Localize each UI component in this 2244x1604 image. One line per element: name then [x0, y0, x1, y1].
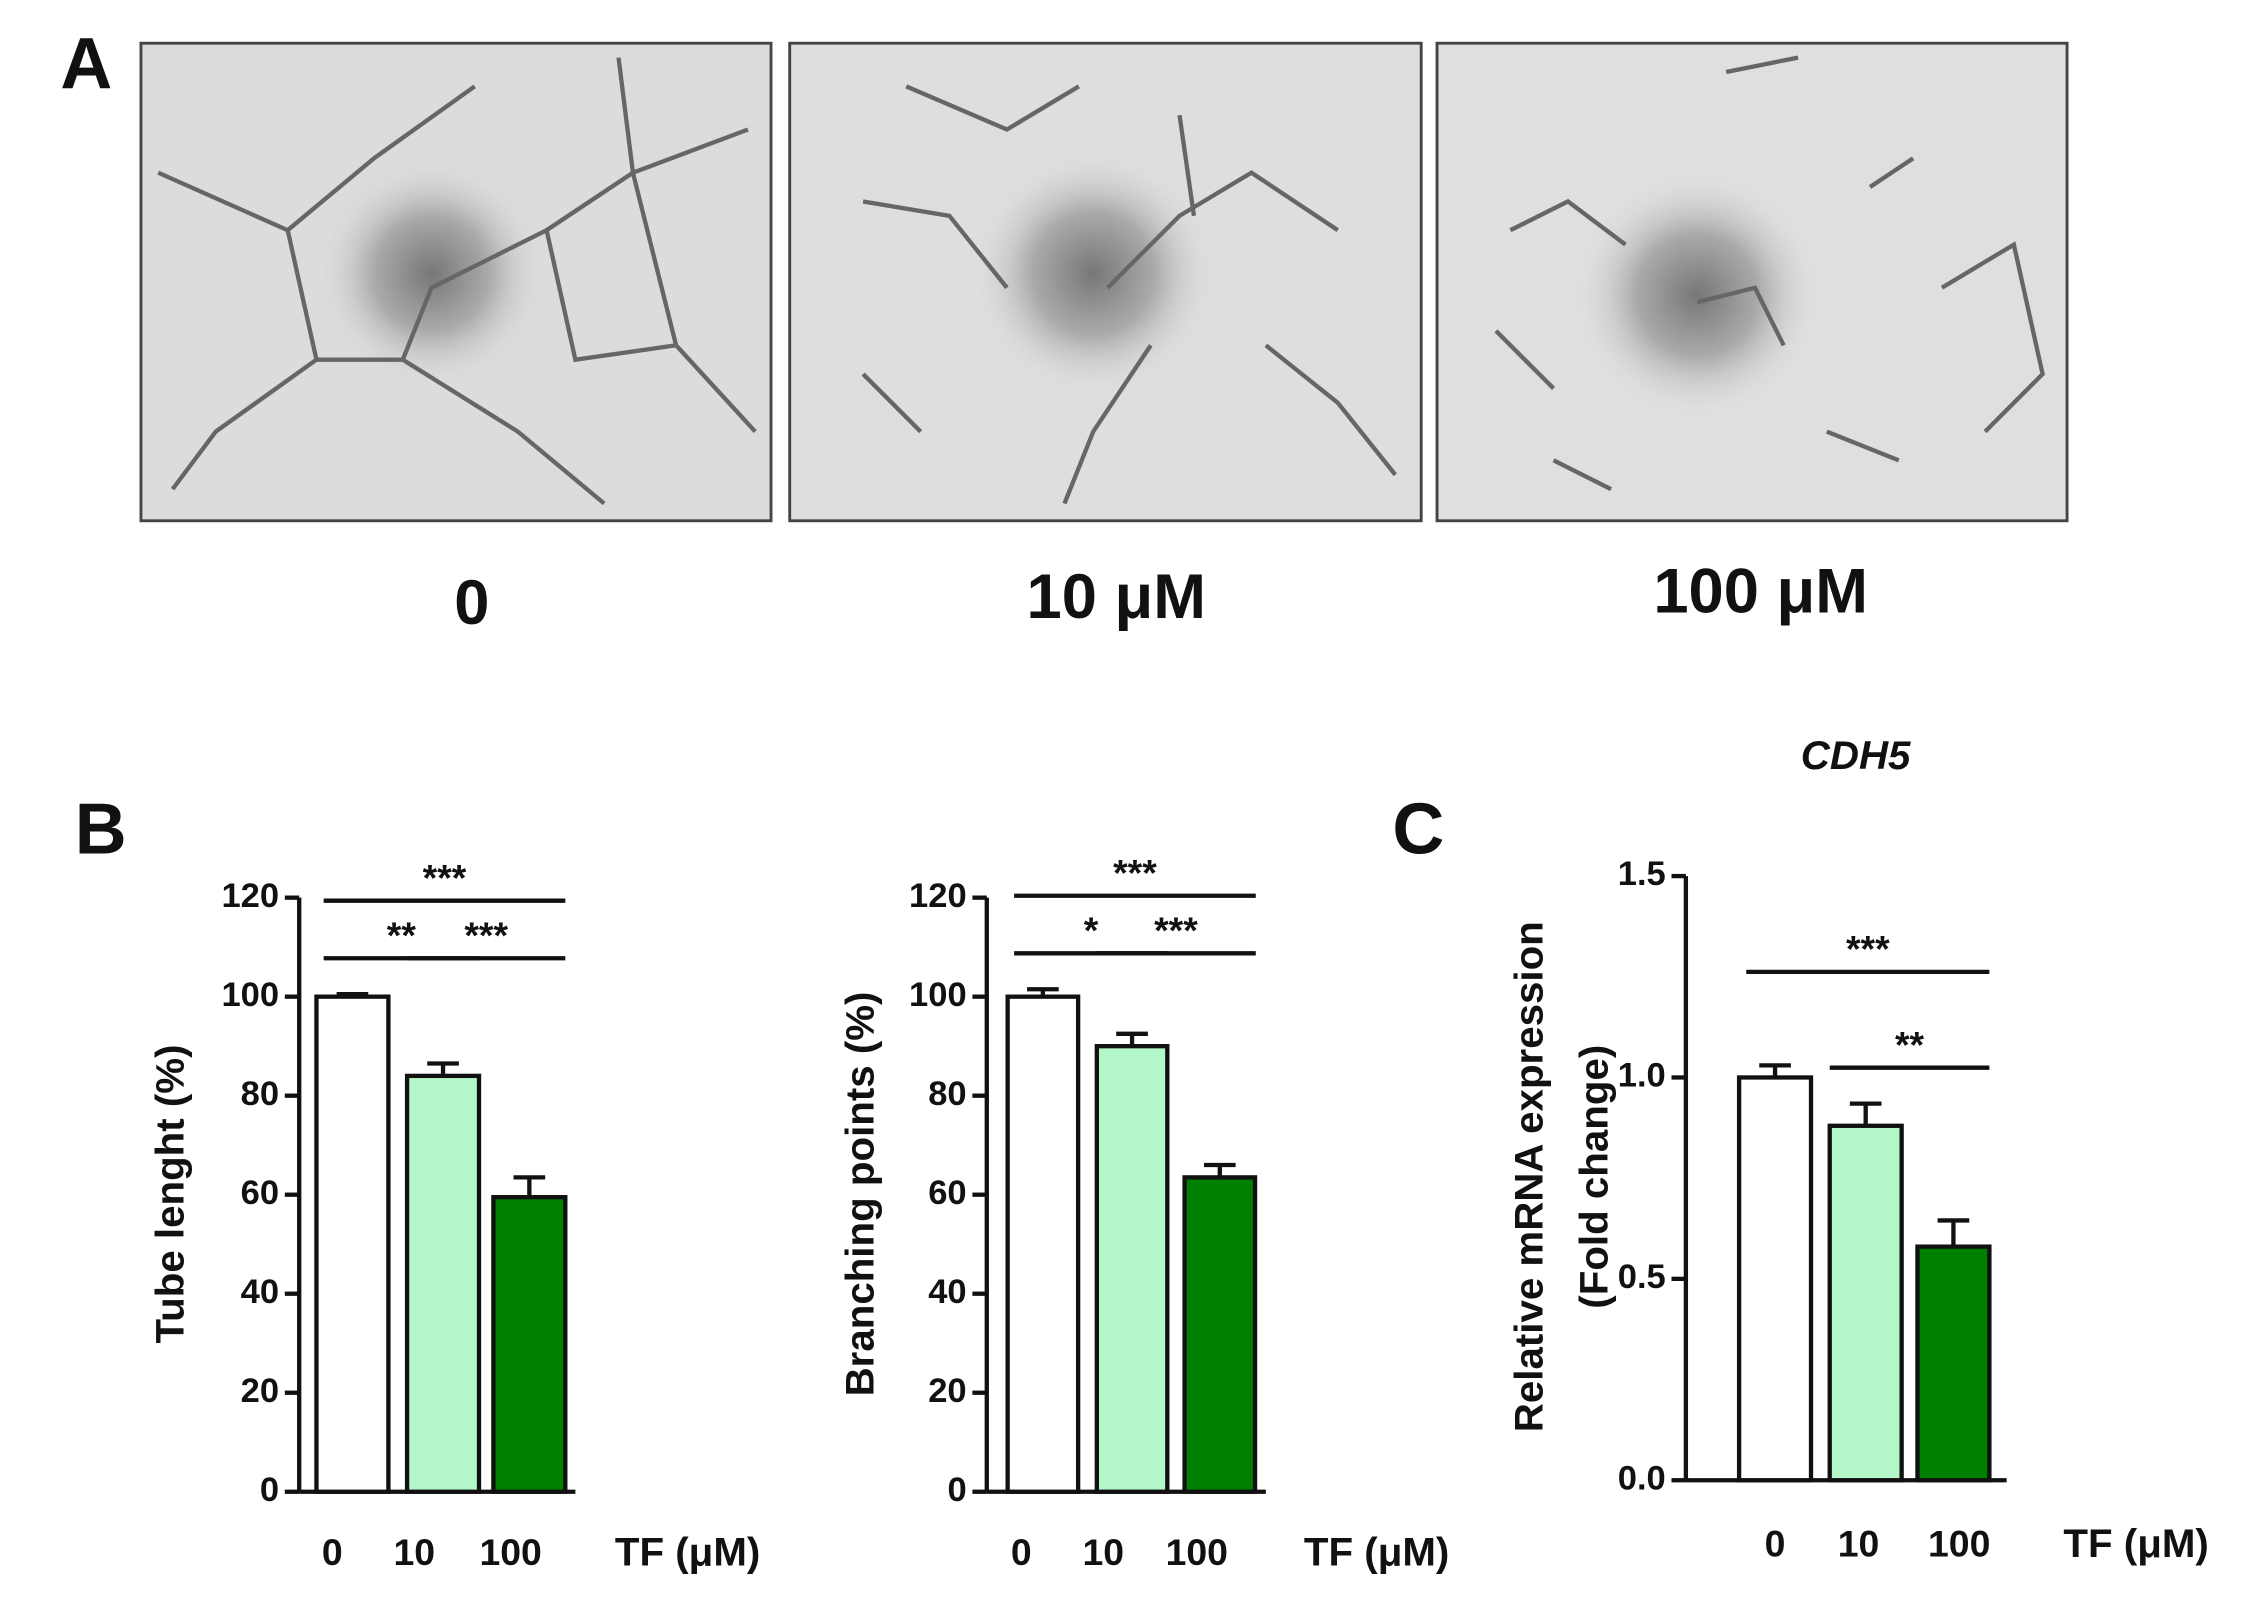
- y-tick-label: 1.5: [1618, 855, 1666, 893]
- image-caption: 0: [454, 568, 489, 638]
- x-tick-label: 0: [1011, 1531, 1032, 1573]
- y-tick-label: 60: [241, 1174, 279, 1212]
- significance-label: ***: [1154, 909, 1198, 951]
- y-tick-label: 20: [241, 1372, 279, 1410]
- significance-label: **: [387, 914, 417, 956]
- significance-label: ***: [1113, 851, 1157, 893]
- micrograph: [1435, 41, 2069, 523]
- y-tick-label: 60: [928, 1174, 966, 1212]
- error-bar: [513, 1175, 546, 1198]
- error-bar: [1759, 1063, 1791, 1078]
- y-tick-label: 0.5: [1618, 1258, 1666, 1296]
- y-axis-label: (Fold change): [1571, 1045, 1616, 1309]
- y-tick-label: 1.0: [1618, 1057, 1666, 1095]
- y-tick-label: 100: [221, 976, 279, 1014]
- micrograph: [788, 41, 1423, 523]
- x-tick-label: 10: [1083, 1531, 1125, 1573]
- y-tick-label: 0: [260, 1471, 279, 1509]
- y-tick-label: 0.0: [1618, 1459, 1666, 1497]
- y-tick-label: 40: [241, 1273, 279, 1311]
- x-tick-label: 100: [479, 1531, 541, 1573]
- error-bar: [1203, 1162, 1236, 1178]
- x-tick-label: 0: [1765, 1522, 1786, 1564]
- chart-title: CDH5: [1801, 733, 1911, 778]
- y-tick-label: 20: [928, 1372, 966, 1410]
- y-axis-label: Tube lenght (%): [147, 1044, 192, 1343]
- y-tick-label: 120: [221, 877, 279, 915]
- significance-label: ***: [464, 914, 508, 956]
- x-tick-label: 100: [1166, 1531, 1228, 1573]
- error-bar: [1027, 987, 1059, 997]
- bar: [1182, 1175, 1258, 1494]
- y-tick-label: 0: [947, 1471, 966, 1509]
- error-bar: [427, 1061, 459, 1076]
- significance-label: ***: [423, 856, 467, 898]
- y-axis-label: Branching points (%): [838, 992, 883, 1397]
- y-tick-label: 80: [241, 1075, 279, 1113]
- panel-label: B: [75, 789, 127, 869]
- y-tick-label: 40: [928, 1273, 966, 1311]
- significance-label: **: [1895, 1023, 1925, 1065]
- x-axis-label: TF (μM): [2063, 1521, 2208, 1566]
- image-caption: 100 μM: [1653, 556, 1868, 626]
- x-tick-label: 100: [1928, 1522, 1990, 1564]
- bar: [314, 994, 391, 1494]
- y-tick-label: 80: [928, 1075, 966, 1113]
- error-bar: [336, 992, 369, 997]
- y-tick-label: 100: [909, 976, 967, 1014]
- x-tick-label: 10: [393, 1531, 435, 1573]
- bar: [1736, 1075, 1814, 1483]
- bar: [1005, 994, 1081, 1494]
- x-axis-label: TF (μM): [1304, 1530, 1449, 1575]
- error-bar: [1116, 1031, 1148, 1047]
- bar: [491, 1195, 568, 1494]
- error-bar: [1849, 1101, 1882, 1126]
- bar: [1094, 1044, 1170, 1494]
- panel-label: A: [60, 24, 112, 104]
- bar: [1915, 1244, 1992, 1483]
- y-axis-label: Relative mRNA expression: [1507, 921, 1552, 1432]
- panel-label: C: [1392, 789, 1444, 869]
- y-tick-label: 120: [909, 877, 967, 915]
- x-tick-label: 10: [1838, 1522, 1880, 1564]
- significance-label: *: [1084, 909, 1099, 951]
- significance-label: ***: [1846, 928, 1890, 970]
- error-bar: [1937, 1218, 1970, 1247]
- bar: [1827, 1123, 1904, 1483]
- x-axis-label: TF (μM): [615, 1530, 760, 1575]
- x-tick-label: 0: [322, 1531, 343, 1573]
- micrograph: [139, 41, 773, 523]
- bar: [404, 1073, 482, 1494]
- image-caption: 10 μM: [1027, 562, 1206, 632]
